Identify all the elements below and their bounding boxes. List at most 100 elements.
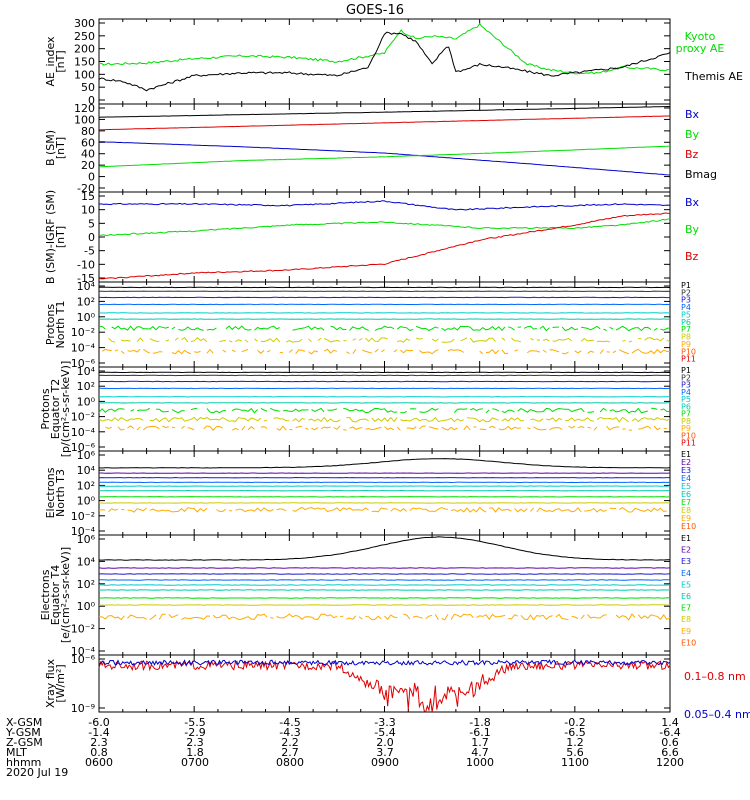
y-tick-label: -10	[77, 258, 95, 271]
x-axis-value: 2.2	[281, 736, 299, 749]
legend-entry: E8	[681, 615, 691, 624]
legend-entry: E4	[681, 569, 691, 578]
y-tick-label: 10⁻⁴	[71, 426, 96, 439]
panel-frame	[98, 281, 671, 368]
series-line	[101, 348, 671, 355]
legend-entry: Bx	[685, 196, 700, 209]
legend-entry: Bz	[685, 250, 699, 263]
series-line	[99, 508, 670, 513]
x-axis-value: -1.8	[469, 716, 490, 729]
legend-entry: E1	[681, 450, 691, 459]
x-axis-value: 0800	[276, 756, 304, 769]
x-axis-table: X-GSM -6.0 -5.5 -4.5 -3.3 -1.8 -0.2 1.4 Y-GSM -1.…	[5, 716, 684, 779]
y-axis-label: Protons	[44, 304, 57, 345]
legend-entry: Themis AE	[684, 70, 743, 83]
series-line	[98, 115, 670, 131]
legend-entry: E6	[681, 592, 691, 601]
y-tick-label: 10⁻²	[71, 623, 95, 636]
y-axis-label: North T3	[54, 469, 67, 517]
y-tick-label: 10⁰	[77, 495, 96, 508]
series-line	[98, 536, 670, 561]
y-axis-label: [nT]	[54, 226, 67, 248]
x-axis-value: 5.6	[566, 746, 584, 759]
y-tick-label: 100	[74, 68, 95, 81]
x-axis-value: -6.0	[88, 716, 109, 729]
y-tick-label: 15	[81, 190, 95, 203]
legend-entry: By	[685, 128, 700, 141]
x-axis-row-label: hhmm	[6, 756, 41, 769]
panel-xray: 10⁻⁶ 10⁻⁹ Xray flux[W/m²] 0.1–0.8 nm 0.05–0.…	[44, 653, 750, 721]
y-axis-label: Equator T2	[49, 379, 62, 439]
legend-entry: P2	[681, 288, 691, 297]
series-line	[98, 200, 671, 211]
legend: Bx By Bz	[685, 196, 700, 263]
y-tick-label: 10⁻⁴	[71, 342, 96, 355]
x-axis-value: 0.8	[90, 746, 108, 759]
x-axis-value: -6.4	[659, 726, 680, 739]
legend-entry: P3	[681, 381, 691, 390]
y-tick-label: 20	[81, 159, 95, 172]
legend-entry: P9	[681, 340, 691, 349]
series-line	[99, 659, 671, 667]
data-layer	[98, 200, 671, 280]
y-axis-label: Xray flux	[44, 658, 57, 708]
legend-entry: E9	[681, 514, 691, 523]
series-line	[98, 141, 671, 176]
y-tick-label: 10⁻²	[71, 411, 95, 424]
y-axis-label: [W/m²]	[54, 664, 67, 702]
legend-entry: P11	[681, 439, 696, 448]
panel-frame	[98, 18, 671, 105]
series-line	[98, 105, 671, 118]
y-tick-label: 10⁻⁴	[71, 525, 96, 538]
x-axis-row-label: X-GSM	[6, 716, 42, 729]
y-tick-label: 0	[88, 171, 95, 184]
y-tick-label: 5	[88, 217, 95, 230]
y-tick-label: 10⁰	[77, 395, 96, 408]
legend-entry: P1	[681, 366, 691, 375]
series-line	[98, 659, 671, 713]
x-axis-value: -5.4	[374, 726, 395, 739]
y-tick-label: 0	[88, 231, 95, 244]
panel-frame	[98, 103, 671, 193]
y-tick-label: 40	[81, 148, 95, 161]
legend-entry: E10	[681, 522, 696, 531]
y-tick-label: 200	[74, 43, 95, 56]
series-line	[98, 613, 671, 621]
legend-entry: Kyoto	[685, 30, 716, 43]
y-tick-label: 10⁶	[77, 449, 96, 462]
y-tick-label: 10	[81, 204, 95, 217]
y-tick-label: 10²	[77, 479, 95, 492]
legend-entry: E1	[681, 534, 691, 543]
x-axis-value: -2.9	[184, 726, 205, 739]
y-tick-label: -5	[84, 245, 95, 258]
legend-entry: E4	[681, 474, 691, 483]
y-tick-label: 10⁻⁶	[71, 357, 96, 370]
legend-entry: P4	[681, 388, 691, 397]
y-tick-label: -15	[77, 272, 95, 285]
y-tick-label: 10⁶	[77, 533, 96, 546]
date-label: 2020 Jul 19	[6, 766, 68, 779]
y-tick-label: 50	[81, 81, 95, 94]
x-axis-row-label: Y-GSM	[5, 726, 41, 739]
legend-entry: P9	[681, 424, 691, 433]
legend-entry: P2	[681, 373, 691, 382]
y-tick-label: 60	[81, 136, 95, 149]
legend-entry: E9	[681, 627, 691, 636]
y-tick-label: 300	[74, 17, 95, 30]
x-axis-value: 1200	[656, 756, 684, 769]
legend-entry: E7	[681, 498, 691, 507]
x-axis-row-label: MLT	[6, 746, 27, 759]
x-axis-value: -4.5	[279, 716, 300, 729]
y-tick-label: 120	[74, 102, 95, 115]
legend-entry: P7	[681, 410, 691, 419]
x-axis-value: 1000	[466, 756, 494, 769]
y-axis-label: B (SM)-IGRF (SM)	[44, 190, 57, 284]
